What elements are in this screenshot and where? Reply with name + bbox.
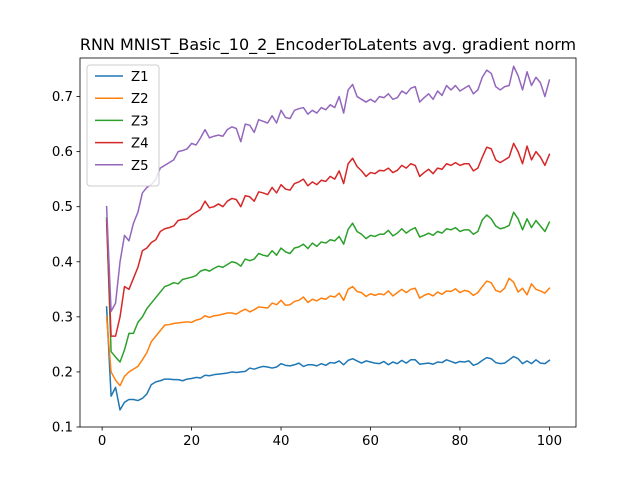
legend-label-z5: Z5	[131, 159, 149, 174]
legend: Z1 Z2 Z3 Z4 Z5	[86, 64, 160, 187]
y-tick-label: 0.5	[52, 200, 73, 215]
series-line-z2	[105, 277, 551, 387]
series-line-z4	[105, 142, 551, 337]
y-tick-label: 0.6	[52, 145, 73, 160]
x-tick-label: 80	[451, 434, 468, 449]
chart-title: RNN MNIST_Basic_10_2_EncoderToLatents av…	[80, 35, 576, 55]
legend-label-z2: Z2	[131, 92, 149, 107]
y-tick-label: 0.3	[52, 310, 73, 325]
y-tick-label: 0.1	[52, 421, 73, 436]
legend-box	[86, 64, 160, 187]
axes-layer: 0 20 40 60 80 100 0.1 0.2 0.3 0.4 0.5 0.6 0.7	[52, 57, 577, 449]
legend-label-z3: Z3	[131, 114, 149, 129]
y-tick-label: 0.4	[52, 255, 73, 270]
x-tick-label: 0	[98, 434, 106, 449]
x-tick-label: 40	[273, 434, 290, 449]
series-line-z3	[105, 211, 551, 363]
legend-label-z4: Z4	[131, 137, 149, 152]
y-tick-label: 0.2	[52, 365, 73, 380]
plot-frame	[79, 57, 577, 428]
x-tick-label: 20	[183, 434, 200, 449]
series-line-z1	[105, 306, 551, 411]
y-tick-label: 0.7	[52, 90, 73, 105]
series-line-z5	[105, 65, 551, 313]
series-layer	[105, 65, 551, 411]
x-tick-label: 60	[362, 434, 379, 449]
x-tick-label: 100	[537, 434, 562, 449]
legend-label-z1: Z1	[131, 70, 149, 85]
